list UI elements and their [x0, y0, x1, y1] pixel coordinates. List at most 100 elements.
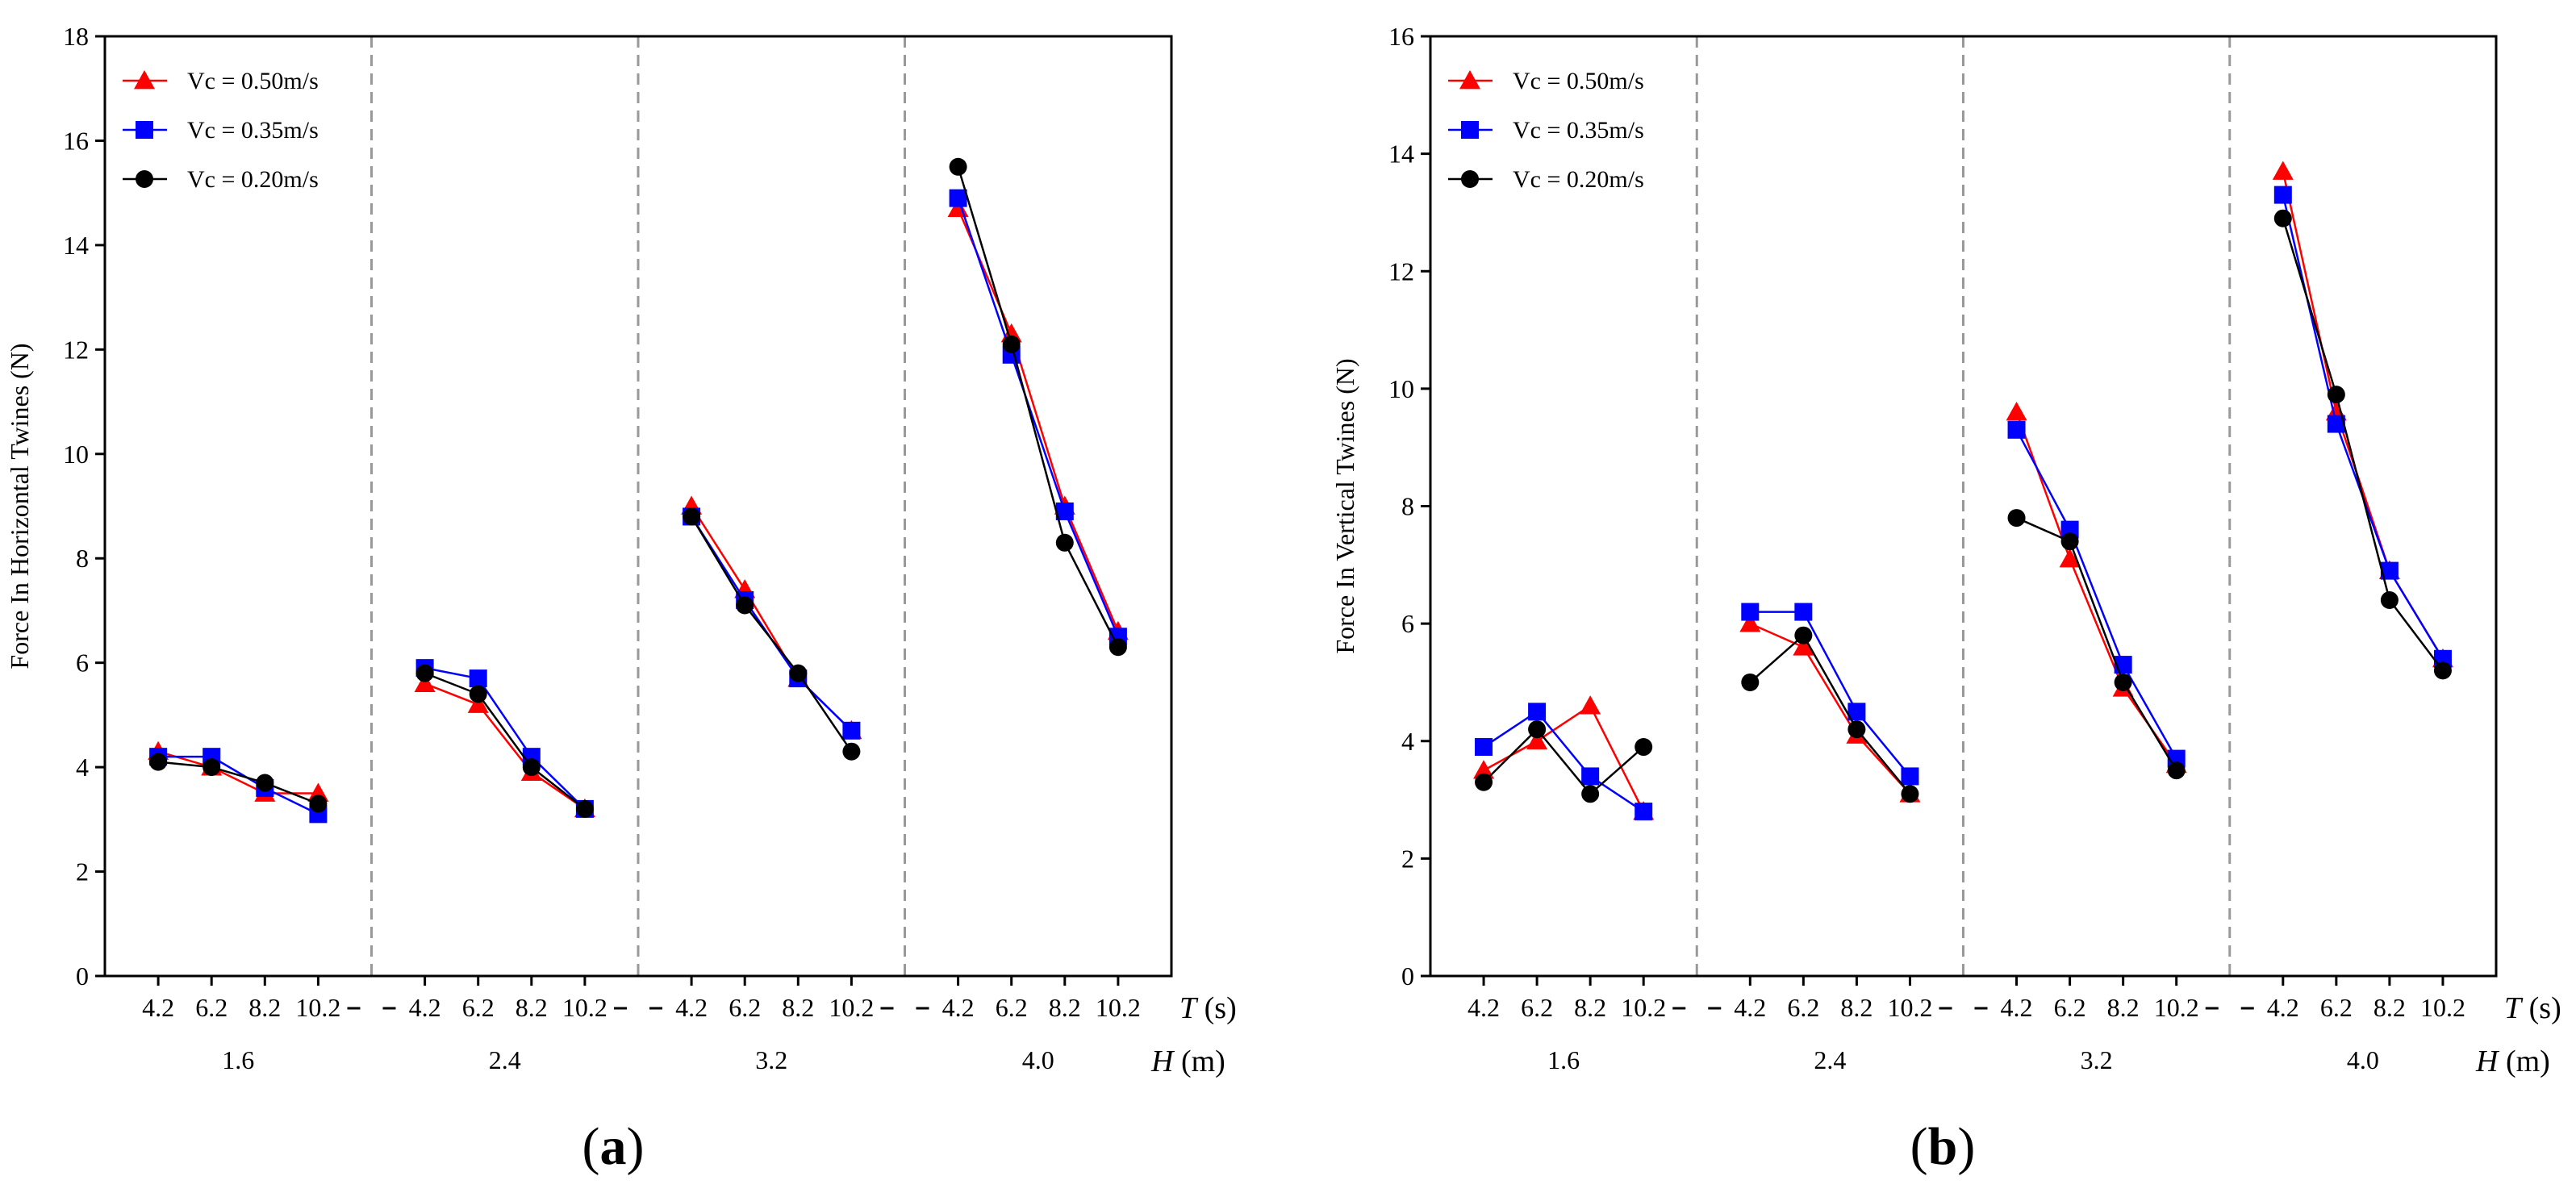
data-point: [842, 721, 861, 740]
series-line: [2015, 411, 2177, 765]
series-line: [2016, 516, 2177, 771]
x-category-label: 8.2: [1049, 993, 1081, 1022]
x-category-label: 8.2: [516, 993, 548, 1022]
x-category-label: 8.2: [2107, 993, 2140, 1022]
chart-panel-b: 0 2 4 6 8 10 12 14 16 Force In Vertical Twines (N…: [1330, 22, 2561, 1176]
panel-label-letter: a: [600, 1117, 627, 1176]
y-tick-label: 10: [1388, 374, 1414, 403]
data-point: [469, 669, 487, 688]
x-category-label: 6.2: [2054, 993, 2086, 1022]
y-tick-label: 4: [1401, 727, 1414, 756]
data-point: [736, 596, 754, 615]
data-point: [1108, 638, 1127, 657]
y-tick-label: 10: [63, 440, 89, 469]
series-line: [157, 761, 319, 805]
x-category-label: 6.2: [996, 993, 1028, 1022]
panel-label-close: ): [1957, 1117, 1975, 1176]
y-tick-label: 12: [1388, 256, 1414, 286]
legend-label: Vc = 0.20m/s: [1513, 166, 1644, 193]
legend-marker: [136, 170, 153, 188]
data-point: [1739, 613, 1761, 632]
panel-label-letter: b: [1928, 1117, 1958, 1176]
group-label: 2.4: [1814, 1045, 1846, 1074]
data-point: [1741, 673, 1760, 691]
y-tick-label: 0: [76, 961, 89, 991]
x-category-label: 10.2: [2154, 993, 2199, 1022]
data-point: [1794, 603, 1813, 621]
series-line: [2282, 218, 2444, 672]
legend-marker: [1461, 170, 1479, 188]
y-tick-label: 8: [1401, 492, 1414, 521]
y-axis-label: Force In Horizontal Twines (N): [5, 343, 34, 669]
plot-frame: [103, 35, 1173, 978]
data-point: [1475, 773, 1493, 791]
legend-label: Vc = 0.20m/s: [187, 166, 319, 193]
data-point: [842, 742, 861, 761]
x-category-label: 6.2: [729, 993, 761, 1022]
x-axis-inner-unit: (s): [1196, 991, 1237, 1025]
data-point: [1002, 335, 1021, 353]
series-line: [2282, 171, 2444, 660]
series-line: [1483, 728, 1645, 796]
series-line: [1750, 611, 1911, 778]
y-axis-label: Force In Vertical Twines (N): [1330, 358, 1359, 653]
series-line: [424, 672, 586, 810]
series-line: [1483, 710, 1644, 813]
legend-label: Vc = 0.35m/s: [187, 117, 319, 144]
data-point: [575, 799, 594, 818]
x-category-label: 6.2: [195, 993, 228, 1022]
data-point: [415, 664, 434, 682]
data-point: [2167, 761, 2186, 780]
series-line: [957, 208, 1120, 632]
panel-label-open: (: [1910, 1117, 1928, 1176]
data-point: [1581, 767, 1600, 786]
legend-marker: [136, 121, 153, 139]
series-line: [1749, 622, 1911, 795]
data-point: [522, 758, 541, 777]
x-category-label: 10.2: [1621, 993, 1666, 1022]
y-tick-label: 2: [76, 857, 89, 886]
legend-label: Vc = 0.50m/s: [187, 68, 319, 94]
y-tick-label: 2: [1401, 844, 1414, 873]
x-axis-outer-unit: (m): [1173, 1045, 1225, 1078]
group-label: 1.6: [1547, 1045, 1580, 1074]
legend-marker: [1459, 70, 1480, 90]
x-category-label: 4.2: [1468, 993, 1500, 1022]
series-line: [957, 198, 1120, 637]
series-line: [424, 666, 586, 810]
x-category-label: 8.2: [1840, 993, 1873, 1022]
data-point: [1055, 533, 1074, 552]
data-point: [1473, 760, 1495, 779]
x-category-label: 8.2: [1574, 993, 1606, 1022]
series-line: [691, 515, 853, 732]
data-point: [2272, 161, 2294, 180]
x-category-label: 6.2: [462, 993, 495, 1022]
x-category-label: 4.2: [1734, 993, 1766, 1022]
y-tick-label: 14: [1388, 140, 1414, 169]
series-line: [957, 166, 1120, 648]
data-point: [2059, 548, 2081, 568]
x-axis-outer-var: H: [2475, 1045, 2500, 1078]
series-line: [691, 515, 853, 753]
x-category-label: 10.2: [2420, 993, 2465, 1022]
data-point: [1847, 703, 1866, 721]
y-tick-label: 14: [63, 231, 89, 260]
series-line: [424, 682, 586, 810]
data-point: [1528, 720, 1547, 739]
data-point: [1055, 502, 1074, 520]
data-point: [1741, 603, 1760, 621]
group-label: 4.0: [2347, 1045, 2379, 1074]
x-category-label: 4.2: [2001, 993, 2033, 1022]
x-category-label: 4.2: [2267, 993, 2299, 1022]
x-category-label: 10.2: [1096, 993, 1141, 1022]
data-point: [1528, 703, 1547, 721]
x-category-label: 10.2: [295, 993, 340, 1022]
x-axis-outer-var: H: [1150, 1045, 1175, 1078]
x-axis-label-inner: T (s): [2504, 991, 2561, 1025]
data-point: [1580, 695, 1601, 715]
data-point: [414, 673, 436, 692]
y-tick-label: 8: [76, 544, 89, 573]
y-tick-label: 4: [76, 753, 89, 782]
panel-label: (b): [1910, 1117, 1976, 1176]
